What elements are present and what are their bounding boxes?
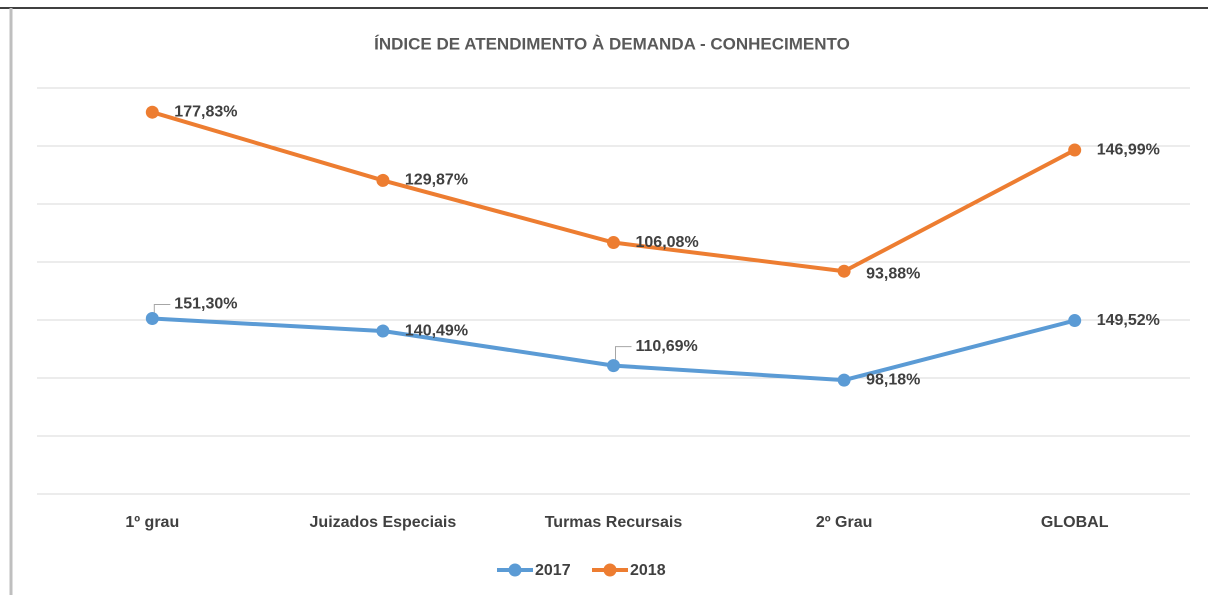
legend-marker: [508, 563, 522, 577]
x-tick-label: Juizados Especiais: [310, 514, 457, 531]
x-tick-label: 1º grau: [125, 514, 179, 531]
data-label: 110,69%: [636, 338, 698, 355]
data-label: 129,87%: [405, 172, 468, 189]
data-label: 106,08%: [636, 234, 699, 251]
point: [1068, 143, 1082, 157]
point: [376, 324, 390, 338]
data-label: 146,99%: [1097, 141, 1160, 158]
data-label: 93,88%: [866, 265, 920, 282]
point: [837, 264, 851, 278]
leader-line: [615, 346, 632, 360]
x-tick-label: 2º Grau: [816, 514, 873, 531]
point: [1068, 314, 1082, 328]
x-tick-label: GLOBAL: [1041, 514, 1109, 531]
legend-label: 2018: [630, 562, 666, 579]
leader-line: [153, 303, 171, 313]
point: [145, 311, 159, 325]
point: [376, 173, 390, 187]
point: [145, 105, 159, 119]
point: [607, 236, 620, 250]
chart-title: ÍNDICE DE ATENDIMENTO À DEMANDA - CONHEC…: [374, 34, 850, 53]
x-tick-label: Turmas Recursais: [545, 514, 683, 531]
legend-label: 2017: [535, 562, 571, 579]
legend-marker: [603, 563, 617, 577]
data-label: 98,18%: [866, 371, 920, 388]
point: [607, 359, 620, 373]
data-label: 177,83%: [174, 103, 237, 120]
data-label: 151,30%: [174, 296, 237, 313]
data-label: 149,52%: [1097, 312, 1160, 329]
point: [837, 373, 851, 387]
data-label: 140,49%: [405, 322, 468, 339]
